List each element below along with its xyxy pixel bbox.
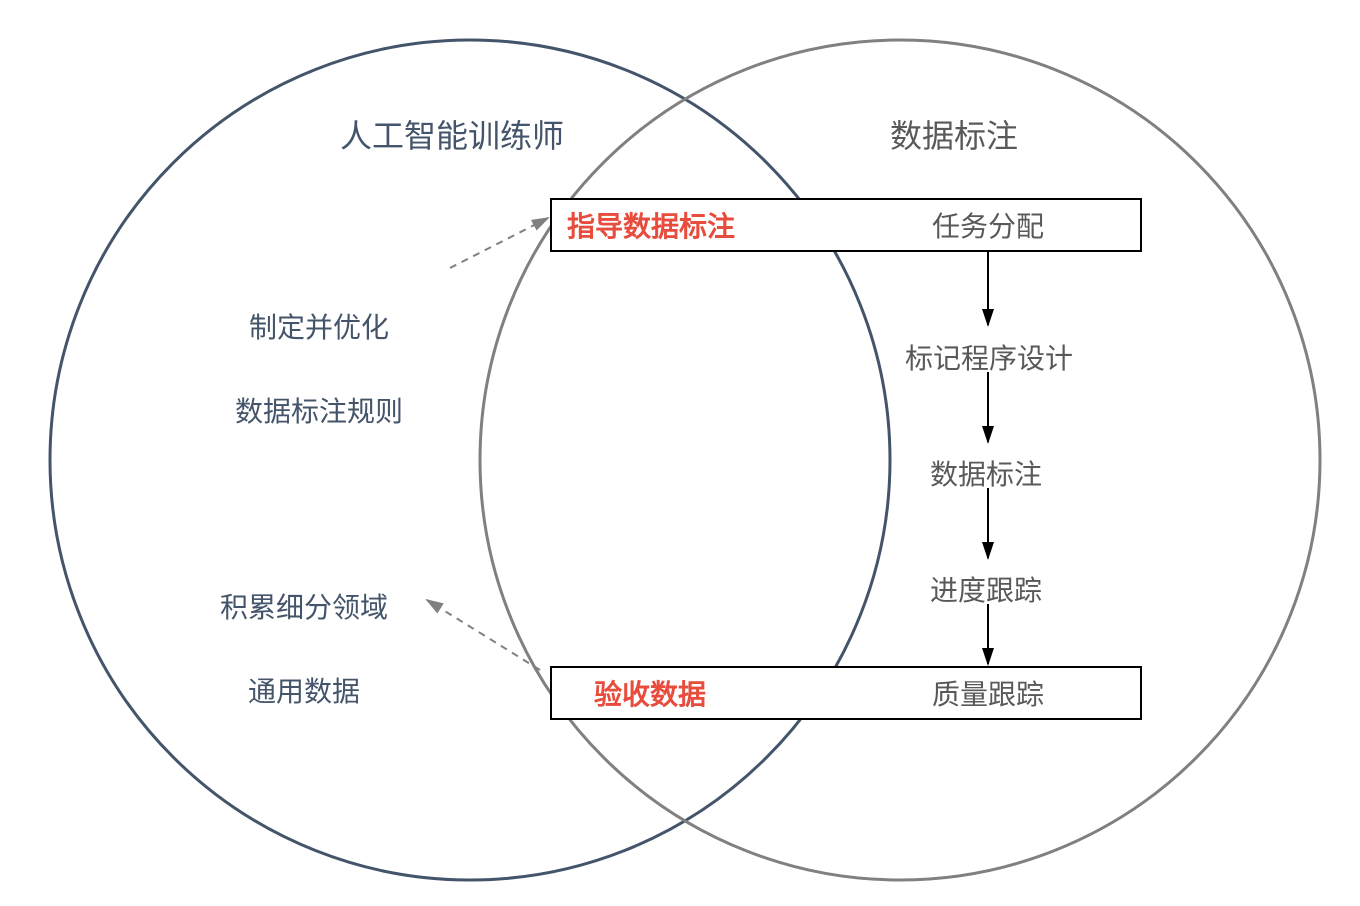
dashed-arrow	[450, 218, 548, 268]
overlap-box-verify: 验收数据 质量跟踪	[550, 666, 1142, 720]
verify-red-label: 验收数据	[594, 673, 706, 713]
guide-red-label: 指导数据标注	[567, 205, 735, 245]
left-item-1: 制定并优化 数据标注规则	[235, 265, 403, 433]
left-item-1-line1: 制定并优化	[249, 312, 389, 343]
flow-step-2: 数据标注	[930, 454, 1042, 496]
right-circle	[480, 40, 1320, 880]
left-circle-title: 人工智能训练师	[340, 112, 564, 160]
flow-step-3: 进度跟踪	[930, 570, 1042, 612]
venn-diagram-svg	[0, 0, 1360, 906]
left-item-1-line2: 数据标注规则	[235, 396, 403, 427]
overlap-box-guide: 指导数据标注 任务分配	[550, 198, 1142, 252]
left-item-2-line2: 通用数据	[248, 676, 360, 707]
verify-gray-label: 质量跟踪	[932, 673, 1044, 713]
guide-gray-label: 任务分配	[932, 205, 1044, 245]
right-circle-title: 数据标注	[890, 112, 1018, 160]
left-item-2: 积累细分领域 通用数据	[220, 545, 388, 713]
flow-step-1: 标记程序设计	[905, 338, 1073, 380]
left-item-2-line1: 积累细分领域	[220, 592, 388, 623]
dashed-arrow	[427, 600, 540, 670]
left-circle	[50, 40, 890, 880]
